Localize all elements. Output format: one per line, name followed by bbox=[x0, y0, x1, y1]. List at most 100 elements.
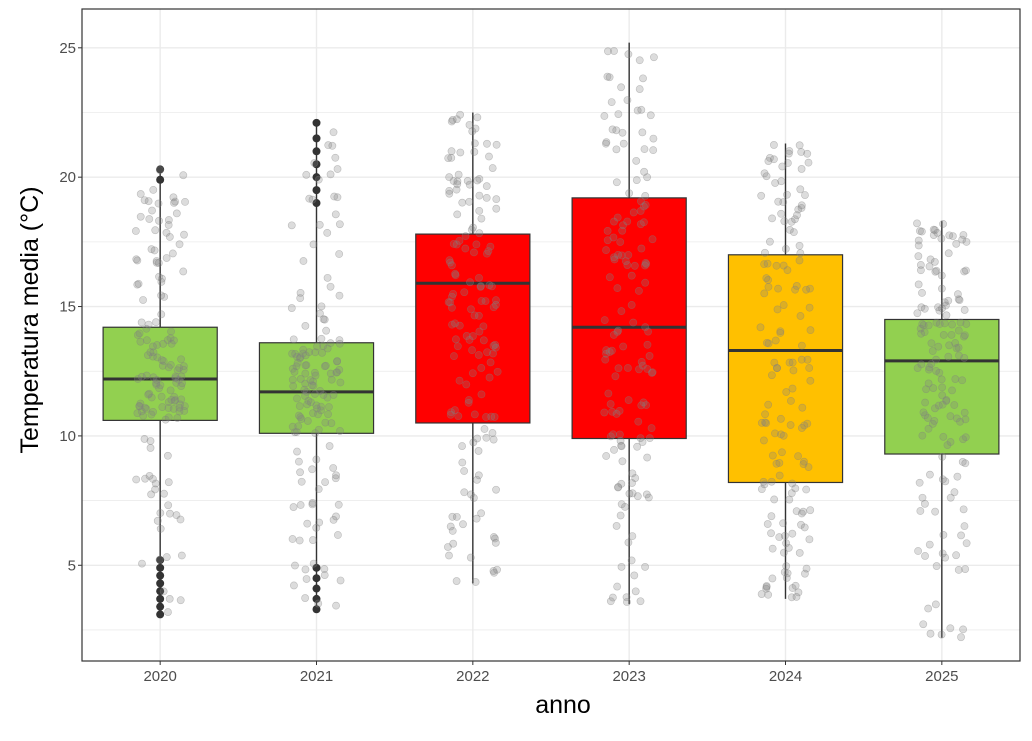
jitter-point bbox=[779, 261, 788, 270]
jitter-point bbox=[329, 391, 338, 399]
jitter-point bbox=[928, 419, 937, 428]
jitter-point bbox=[326, 282, 335, 291]
jitter-point bbox=[600, 112, 609, 120]
jitter-point bbox=[329, 464, 338, 472]
jitter-point bbox=[482, 193, 491, 202]
jitter-point bbox=[627, 301, 636, 309]
jitter-point bbox=[311, 390, 319, 398]
jitter-point bbox=[308, 381, 316, 390]
jitter-point bbox=[959, 625, 967, 634]
jitter-point bbox=[287, 304, 296, 312]
jitter-point bbox=[321, 418, 330, 427]
jitter-point bbox=[639, 398, 648, 407]
jitter-point bbox=[941, 477, 950, 486]
jitter-point bbox=[158, 361, 167, 370]
jitter-point bbox=[627, 556, 636, 565]
jitter-point bbox=[180, 402, 189, 410]
jitter-point bbox=[160, 489, 168, 498]
jitter-point bbox=[314, 410, 322, 419]
jitter-point bbox=[960, 267, 969, 276]
jitter-point bbox=[491, 538, 500, 547]
jitter-point bbox=[307, 398, 315, 407]
jitter-point bbox=[957, 633, 965, 642]
jitter-point bbox=[761, 418, 769, 427]
jitter-point bbox=[303, 519, 312, 528]
jitter-point bbox=[600, 408, 609, 417]
jitter-point bbox=[602, 139, 610, 148]
jitter-point bbox=[925, 540, 934, 549]
jitter-point bbox=[489, 567, 498, 575]
jitter-point bbox=[136, 337, 145, 346]
jitter-point bbox=[931, 507, 940, 516]
jitter-point bbox=[297, 477, 306, 486]
jitter-point bbox=[780, 568, 789, 577]
jitter-point bbox=[800, 523, 809, 532]
jitter-point bbox=[312, 455, 321, 464]
jitter-point bbox=[459, 520, 467, 529]
jitter-point bbox=[928, 347, 937, 355]
jitter-point bbox=[463, 177, 472, 185]
jitter-point bbox=[644, 493, 653, 502]
jitter-point bbox=[645, 434, 654, 443]
jitter-point bbox=[153, 516, 162, 525]
jitter-point bbox=[304, 396, 313, 405]
jitter-point bbox=[612, 522, 621, 530]
jitter-point bbox=[469, 438, 478, 447]
jitter-point bbox=[175, 407, 184, 416]
jitter-point bbox=[762, 584, 771, 593]
jitter-point bbox=[453, 342, 462, 351]
jitter-point bbox=[951, 339, 960, 347]
jitter-point bbox=[958, 235, 967, 244]
jitter-point bbox=[320, 362, 329, 371]
jitter-point bbox=[760, 289, 769, 298]
jitter-point bbox=[956, 417, 964, 426]
jitter-point bbox=[445, 256, 454, 265]
jitter-point bbox=[946, 412, 955, 421]
jitter-point bbox=[483, 249, 491, 258]
jitter-point bbox=[311, 429, 320, 438]
jitter-point bbox=[613, 284, 622, 293]
jitter-point bbox=[158, 403, 167, 411]
y-tick-label: 10 bbox=[59, 428, 76, 445]
jitter-point bbox=[959, 435, 968, 444]
jitter-point bbox=[294, 422, 303, 431]
jitter-point bbox=[914, 236, 923, 245]
jitter-point bbox=[310, 368, 319, 377]
jitter-point bbox=[628, 469, 637, 478]
jitter-point bbox=[783, 569, 792, 578]
jitter-point bbox=[321, 361, 330, 370]
jitter-point bbox=[805, 303, 814, 312]
jitter-point bbox=[786, 421, 795, 429]
jitter-point bbox=[613, 582, 622, 591]
jitter-point bbox=[326, 339, 335, 348]
jitter-point bbox=[961, 331, 969, 340]
jitter-point bbox=[642, 401, 651, 410]
jitter-point bbox=[792, 593, 801, 601]
jitter-point bbox=[303, 417, 312, 425]
jitter-point bbox=[767, 477, 776, 486]
jitter-point bbox=[151, 479, 160, 488]
jitter-point bbox=[634, 417, 643, 426]
jitter-point bbox=[493, 367, 502, 376]
jitter-point bbox=[164, 413, 173, 422]
jitter-point bbox=[471, 124, 480, 133]
jitter-point bbox=[486, 242, 495, 251]
jitter-point bbox=[290, 581, 298, 590]
jitter-point bbox=[797, 355, 806, 364]
jitter-point bbox=[640, 145, 649, 154]
jitter-point bbox=[448, 320, 456, 329]
jitter-point bbox=[938, 452, 947, 461]
jitter-point bbox=[767, 529, 775, 538]
jitter-point bbox=[452, 115, 461, 124]
jitter-point bbox=[614, 364, 623, 373]
jitter-point bbox=[637, 401, 646, 410]
jitter-point bbox=[335, 366, 344, 374]
x-tick-label: 2020 bbox=[143, 668, 176, 685]
jitter-point bbox=[770, 358, 779, 367]
jitter-point bbox=[447, 147, 456, 156]
jitter-point bbox=[639, 202, 648, 211]
jitter-point bbox=[470, 248, 478, 257]
jitter-point bbox=[940, 319, 949, 328]
jitter-point bbox=[297, 415, 306, 423]
jitter-point bbox=[302, 575, 311, 583]
